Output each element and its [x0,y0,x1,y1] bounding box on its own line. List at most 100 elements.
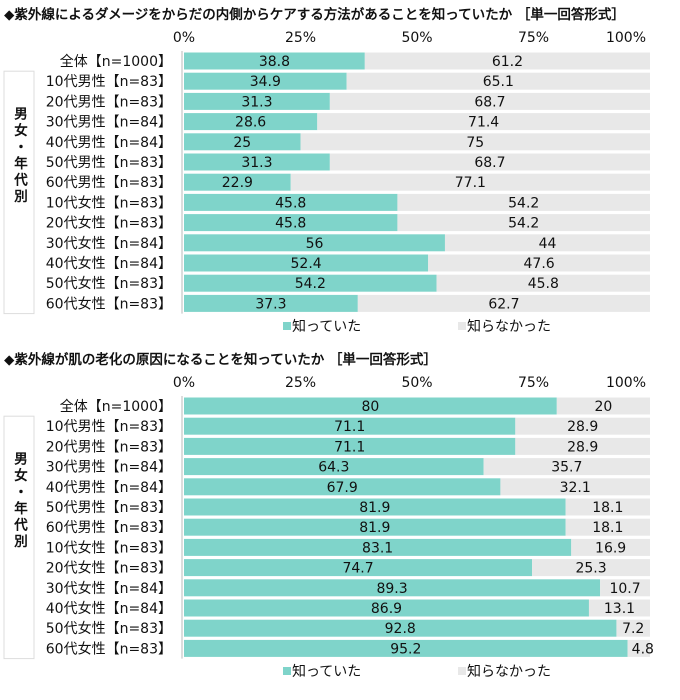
bar-did-not-know [571,538,650,556]
category-label: 60代女性【n=83】 [46,295,172,312]
bar-did-not-know [346,72,650,90]
data-label: 92.8 [385,621,416,637]
bar-knew [184,518,566,536]
category-label: 50代女性【n=83】 [46,275,172,292]
bar-knew [184,498,566,516]
bar-knew [184,559,533,577]
data-label: 28.9 [567,439,598,455]
bar-knew [184,274,437,292]
legend-swatch [283,667,291,675]
bar-knew [184,619,617,637]
category-label: 20代男性【n=83】 [46,439,172,455]
x-tick-label: 75% [518,30,549,46]
data-label: 68.7 [474,94,505,110]
data-label: 75 [466,135,484,151]
category-label: 50代男性【n=83】 [46,500,172,516]
bar-did-not-know [317,113,650,131]
data-label: 34.9 [250,74,281,90]
bar-did-not-know [616,619,650,637]
data-label: 71.1 [334,419,365,435]
bar-did-not-know [532,559,650,577]
chart-1: ◆紫外線によるダメージをからだの内側からケアする方法があることを知っていたか ［… [3,6,650,335]
bar-knew [184,173,291,191]
data-label: 81.9 [359,520,390,536]
x-tick-label: 25% [285,375,316,391]
data-label: 10.7 [609,581,640,597]
bar-knew [184,437,516,455]
data-label: 86.9 [371,601,402,617]
bar-knew [184,214,398,232]
category-label: 60代男性【n=83】 [46,520,172,536]
chart-title: ◆紫外線によるダメージをからだの内側からケアする方法があることを知っていたか ［… [4,6,625,23]
data-label: 47.6 [524,256,555,272]
bar-knew [184,133,301,151]
bar-did-not-know [565,518,650,536]
data-label: 28.6 [235,115,266,131]
data-label: 64.3 [318,460,349,476]
x-tick-label: 0% [173,30,195,46]
data-label: 61.2 [492,54,523,70]
category-label: 30代女性【n=84】 [46,580,172,597]
data-label: 45.8 [275,195,306,211]
bar-knew [184,294,358,312]
category-label: 30代男性【n=84】 [46,115,172,131]
data-label: 54.2 [295,276,326,292]
bar-knew [184,639,628,657]
bar-knew [184,92,330,110]
data-label: 52.4 [291,256,322,272]
data-label: 38.8 [259,54,290,70]
data-label: 74.7 [342,561,373,577]
category-label: 50代女性【n=83】 [46,620,172,637]
x-tick-label: 50% [401,375,432,391]
bar-knew [184,193,398,211]
legend-swatch [283,322,291,330]
data-label: 28.9 [567,419,598,435]
data-label: 16.9 [595,540,626,556]
chart-2: ◆紫外線が肌の老化の原因になることを知っていたか ［単一回答形式］ 0% 25% 50… [3,351,654,680]
bar-knew [184,153,330,171]
category-label: 40代男性【n=84】 [46,135,172,151]
legend-label: 知らなかった [467,663,551,680]
bar-did-not-know [290,173,650,191]
data-label: 71.1 [334,439,365,455]
data-label: 67.9 [327,480,358,496]
bar-did-not-know [627,639,650,657]
category-label: 全体【n=1000】 [60,398,172,415]
bar-did-not-know [600,579,650,597]
bar-did-not-know [357,294,650,312]
data-label: 18.1 [592,520,623,536]
data-label: 22.9 [222,175,253,191]
category-label: 50代男性【n=83】 [46,155,172,171]
data-label: 35.7 [551,460,582,476]
category-label: 10代女性【n=83】 [46,194,172,211]
bar-did-not-know [329,92,650,110]
category-label: 30代女性【n=84】 [46,235,172,252]
category-label: 10代女性【n=83】 [46,539,172,556]
category-label: 40代女性【n=84】 [46,255,172,272]
data-label: 37.3 [255,296,286,312]
category-label: 20代女性【n=83】 [46,560,172,577]
bar-knew [184,458,484,476]
bar-did-not-know [515,417,650,435]
data-label: 77.1 [455,175,486,191]
data-label: 80 [361,399,379,415]
group-box [3,415,35,660]
x-tick-label: 100% [606,375,646,391]
data-label: 13.1 [604,601,635,617]
bar-knew [184,397,557,415]
data-label: 56 [306,236,324,252]
data-label: 45.8 [528,276,559,292]
category-label: 40代女性【n=84】 [46,600,172,617]
bar-knew [184,234,445,252]
x-tick-label: 50% [401,30,432,46]
data-label: 45.8 [275,216,306,232]
category-label: 20代女性【n=83】 [46,215,172,232]
data-label: 68.7 [474,155,505,171]
bar-did-not-know [500,478,650,496]
legend-swatch [458,322,466,330]
data-label: 7.2 [622,621,644,637]
legend-label: 知っていた [292,663,361,680]
category-label: 全体【n=1000】 [60,53,172,70]
bar-did-not-know [300,133,650,151]
